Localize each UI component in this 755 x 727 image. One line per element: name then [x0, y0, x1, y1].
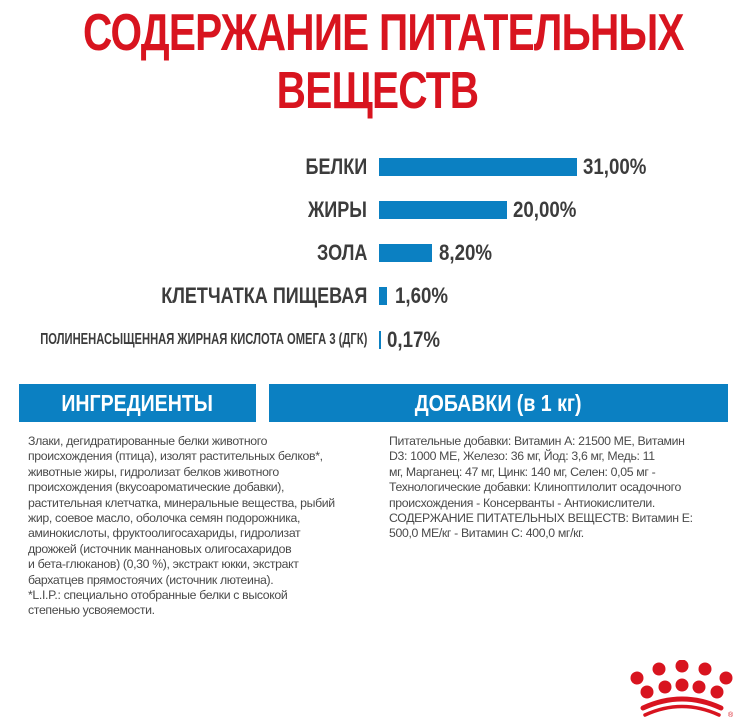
- text-line: происхождения - Консерванты - Антиокисли…: [389, 495, 656, 510]
- text-line: растительная клетчатка, минеральные веще…: [28, 495, 335, 510]
- text-line: происхождения (вкусоароматические добавк…: [28, 480, 285, 495]
- ingredients-heading-text: ИНГРЕДИЕНТЫ: [61, 390, 214, 416]
- title-line-2: ВЕЩЕСТВ: [276, 62, 479, 120]
- text-line: 500,0 МЕ/кг - Витамин C: 400,0 мг/кг.: [389, 526, 584, 541]
- title-line-1: СОДЕРЖАНИЕ ПИТАТЕЛЬНЫХ: [83, 4, 684, 62]
- text-line: и бета-глюканов) (0,30 %), экстракт юкки…: [28, 557, 299, 572]
- text-line: СОДЕРЖАНИЕ ПИТАТЕЛЬНЫХ ВЕЩЕСТВ: Витамин …: [389, 511, 693, 526]
- registered-mark: ®: [728, 711, 734, 719]
- chart-bar: [379, 158, 577, 176]
- additives-heading-text: ДОБАВКИ (в 1 кг): [415, 390, 582, 416]
- chart-row-omega3: ПОЛИНЕНАСЫЩЕННАЯ ЖИРНАЯ КИСЛОТА ОМЕГА 3 …: [0, 325, 755, 355]
- chart-row-ash: ЗОЛА 8,20%: [0, 238, 755, 268]
- ingredients-heading: ИНГРЕДИЕНТЫ: [19, 384, 256, 422]
- chart-row-fat: ЖИРЫ 20,00%: [0, 195, 755, 225]
- page-title: СОДЕРЖАНИЕ ПИТАТЕЛЬНЫХ ВЕЩЕСТВ: [83, 4, 684, 120]
- additives-heading: ДОБАВКИ (в 1 кг): [269, 384, 728, 422]
- text-line: дрожжей (источник маннановых олигосахари…: [28, 541, 292, 556]
- text-line: Технологические добавки: Клиноптилолит о…: [389, 480, 682, 495]
- text-line: *L.I.P.: специально отобранные белки с в…: [28, 588, 288, 603]
- chart-label: ПОЛИНЕНАСЫЩЕННАЯ ЖИРНАЯ КИСЛОТА ОМЕГА 3 …: [39, 331, 367, 348]
- chart-value: 0,17%: [387, 327, 441, 352]
- text-line: жир, соевое масло, оболочка семян подоро…: [28, 511, 301, 526]
- chart-bar: [379, 244, 432, 262]
- chart-row-fiber: КЛЕТЧАТКА ПИЩЕВАЯ 1,60%: [0, 281, 755, 311]
- text-line: мг, Марганец: 47 мг, Цинк: 140 мг, Селен…: [389, 464, 656, 479]
- text-line: Питательные добавки: Витамин A: 21500 МЕ…: [389, 434, 685, 448]
- text-line: аминокислоты, фруктоолигосахариды, гидро…: [28, 526, 301, 541]
- text-line: D3: 1000 МЕ, Железо: 36 мг, Йод: 3,6 мг,…: [389, 449, 655, 464]
- chart-label: ЖИРЫ: [308, 197, 367, 222]
- chart-row-protein: БЕЛКИ 31,00%: [0, 152, 755, 182]
- chart-label: БЕЛКИ: [305, 154, 367, 179]
- chart-value: 1,60%: [395, 283, 449, 308]
- text-line: Злаки, дегидратированные белки животного: [28, 434, 268, 448]
- chart-bar: [379, 331, 381, 349]
- chart-label: КЛЕТЧАТКА ПИЩЕВАЯ: [160, 283, 367, 308]
- chart-value: 8,20%: [439, 240, 493, 265]
- text-line: бархатцев прямостоячих (источник лютеина…: [28, 572, 274, 587]
- chart-label: ЗОЛА: [316, 240, 367, 265]
- text-line: животные жиры, гидролизат белков животно…: [28, 464, 279, 479]
- text-line: степенью усвояемости.: [28, 603, 155, 618]
- chart-bar: [379, 201, 507, 219]
- chart-value: 20,00%: [513, 197, 577, 222]
- chart-bar: [379, 287, 387, 305]
- additives-text: Питательные добавки: Витамин A: 21500 МЕ…: [389, 434, 739, 542]
- chart-value: 31,00%: [583, 154, 647, 179]
- text-line: происхождения (птица), изолят растительн…: [28, 449, 323, 464]
- crown-logo-icon: ®: [625, 659, 740, 722]
- ingredients-text: Злаки, дегидратированные белки животного…: [28, 434, 368, 619]
